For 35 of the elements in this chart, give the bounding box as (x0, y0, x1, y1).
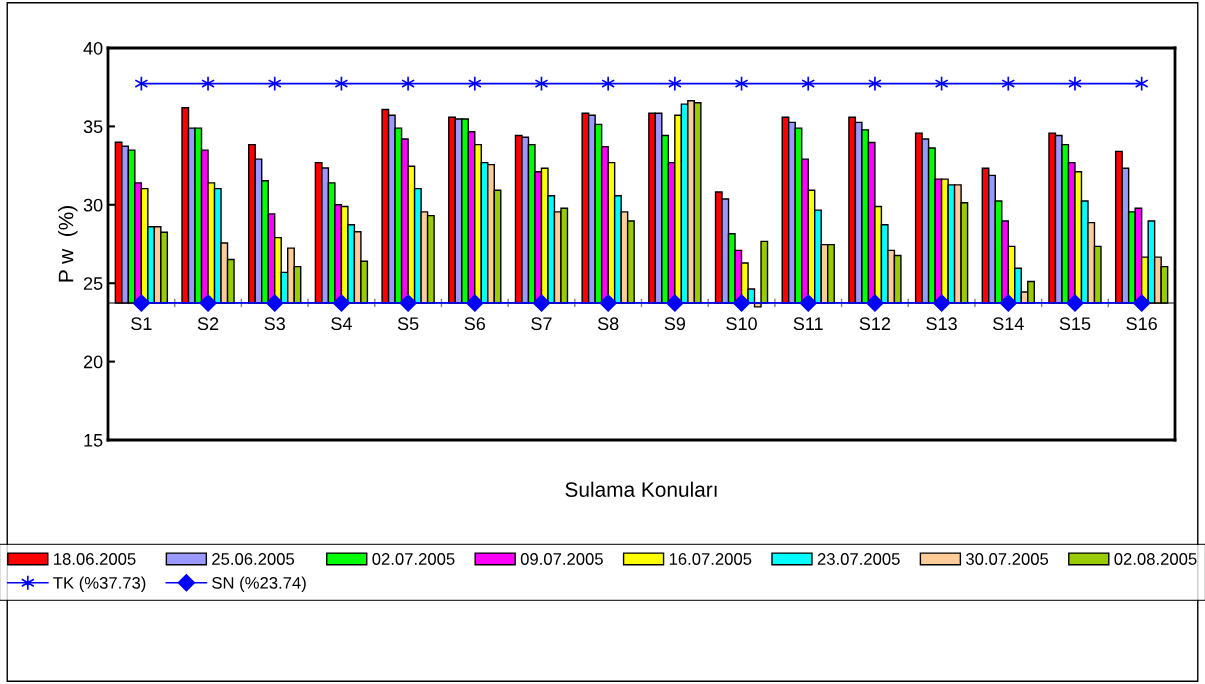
x-tick-label: S14 (993, 317, 1024, 331)
y-tick-label: 35 (83, 120, 103, 134)
y-tick-label: 20 (83, 355, 103, 369)
x-tick-label: S3 (264, 317, 285, 331)
y-tick-label: 15 (84, 434, 103, 447)
x-tick-label: S6 (464, 317, 486, 331)
bar (760, 240, 769, 304)
legend-label: 09.07.2005 (520, 553, 603, 565)
x-tick-label: S7 (531, 317, 552, 331)
y-axis-title: P w (%) (58, 206, 78, 282)
legend-label: TK (%37.73) (53, 576, 146, 593)
y-tick-label: 25 (83, 277, 103, 290)
x-tick-label: S2 (197, 317, 219, 331)
x-axis-title: Sulama Konuları (565, 481, 717, 497)
legend-label: SN (%23.74) (212, 576, 306, 593)
y-tick-label: 40 (83, 41, 103, 55)
legend-label: 16.07.2005 (669, 553, 752, 565)
x-tick-label: S1 (131, 317, 152, 331)
x-tick-label: S11 (793, 317, 823, 331)
x-tick-label: S15 (1059, 317, 1091, 331)
legend-label: 02.08.2005 (1114, 553, 1197, 565)
legend-label: 30.07.2005 (966, 553, 1049, 565)
x-tick-label: S13 (926, 317, 957, 331)
legend-label: 23.07.2005 (817, 553, 900, 565)
x-tick-label: S9 (664, 317, 686, 331)
x-tick-label: S8 (597, 317, 619, 331)
x-tick-label: S12 (859, 317, 891, 331)
x-tick-label: S16 (1126, 317, 1157, 331)
legend-label: 18.06.2005 (54, 553, 136, 565)
x-tick-label: S4 (331, 317, 352, 331)
legend-label: 25.06.2005 (212, 553, 295, 565)
x-tick-label: S5 (397, 317, 419, 331)
y-tick-label: 30 (83, 198, 103, 212)
x-tick-label: S10 (726, 317, 757, 331)
legend-label: 02.07.2005 (372, 553, 455, 565)
